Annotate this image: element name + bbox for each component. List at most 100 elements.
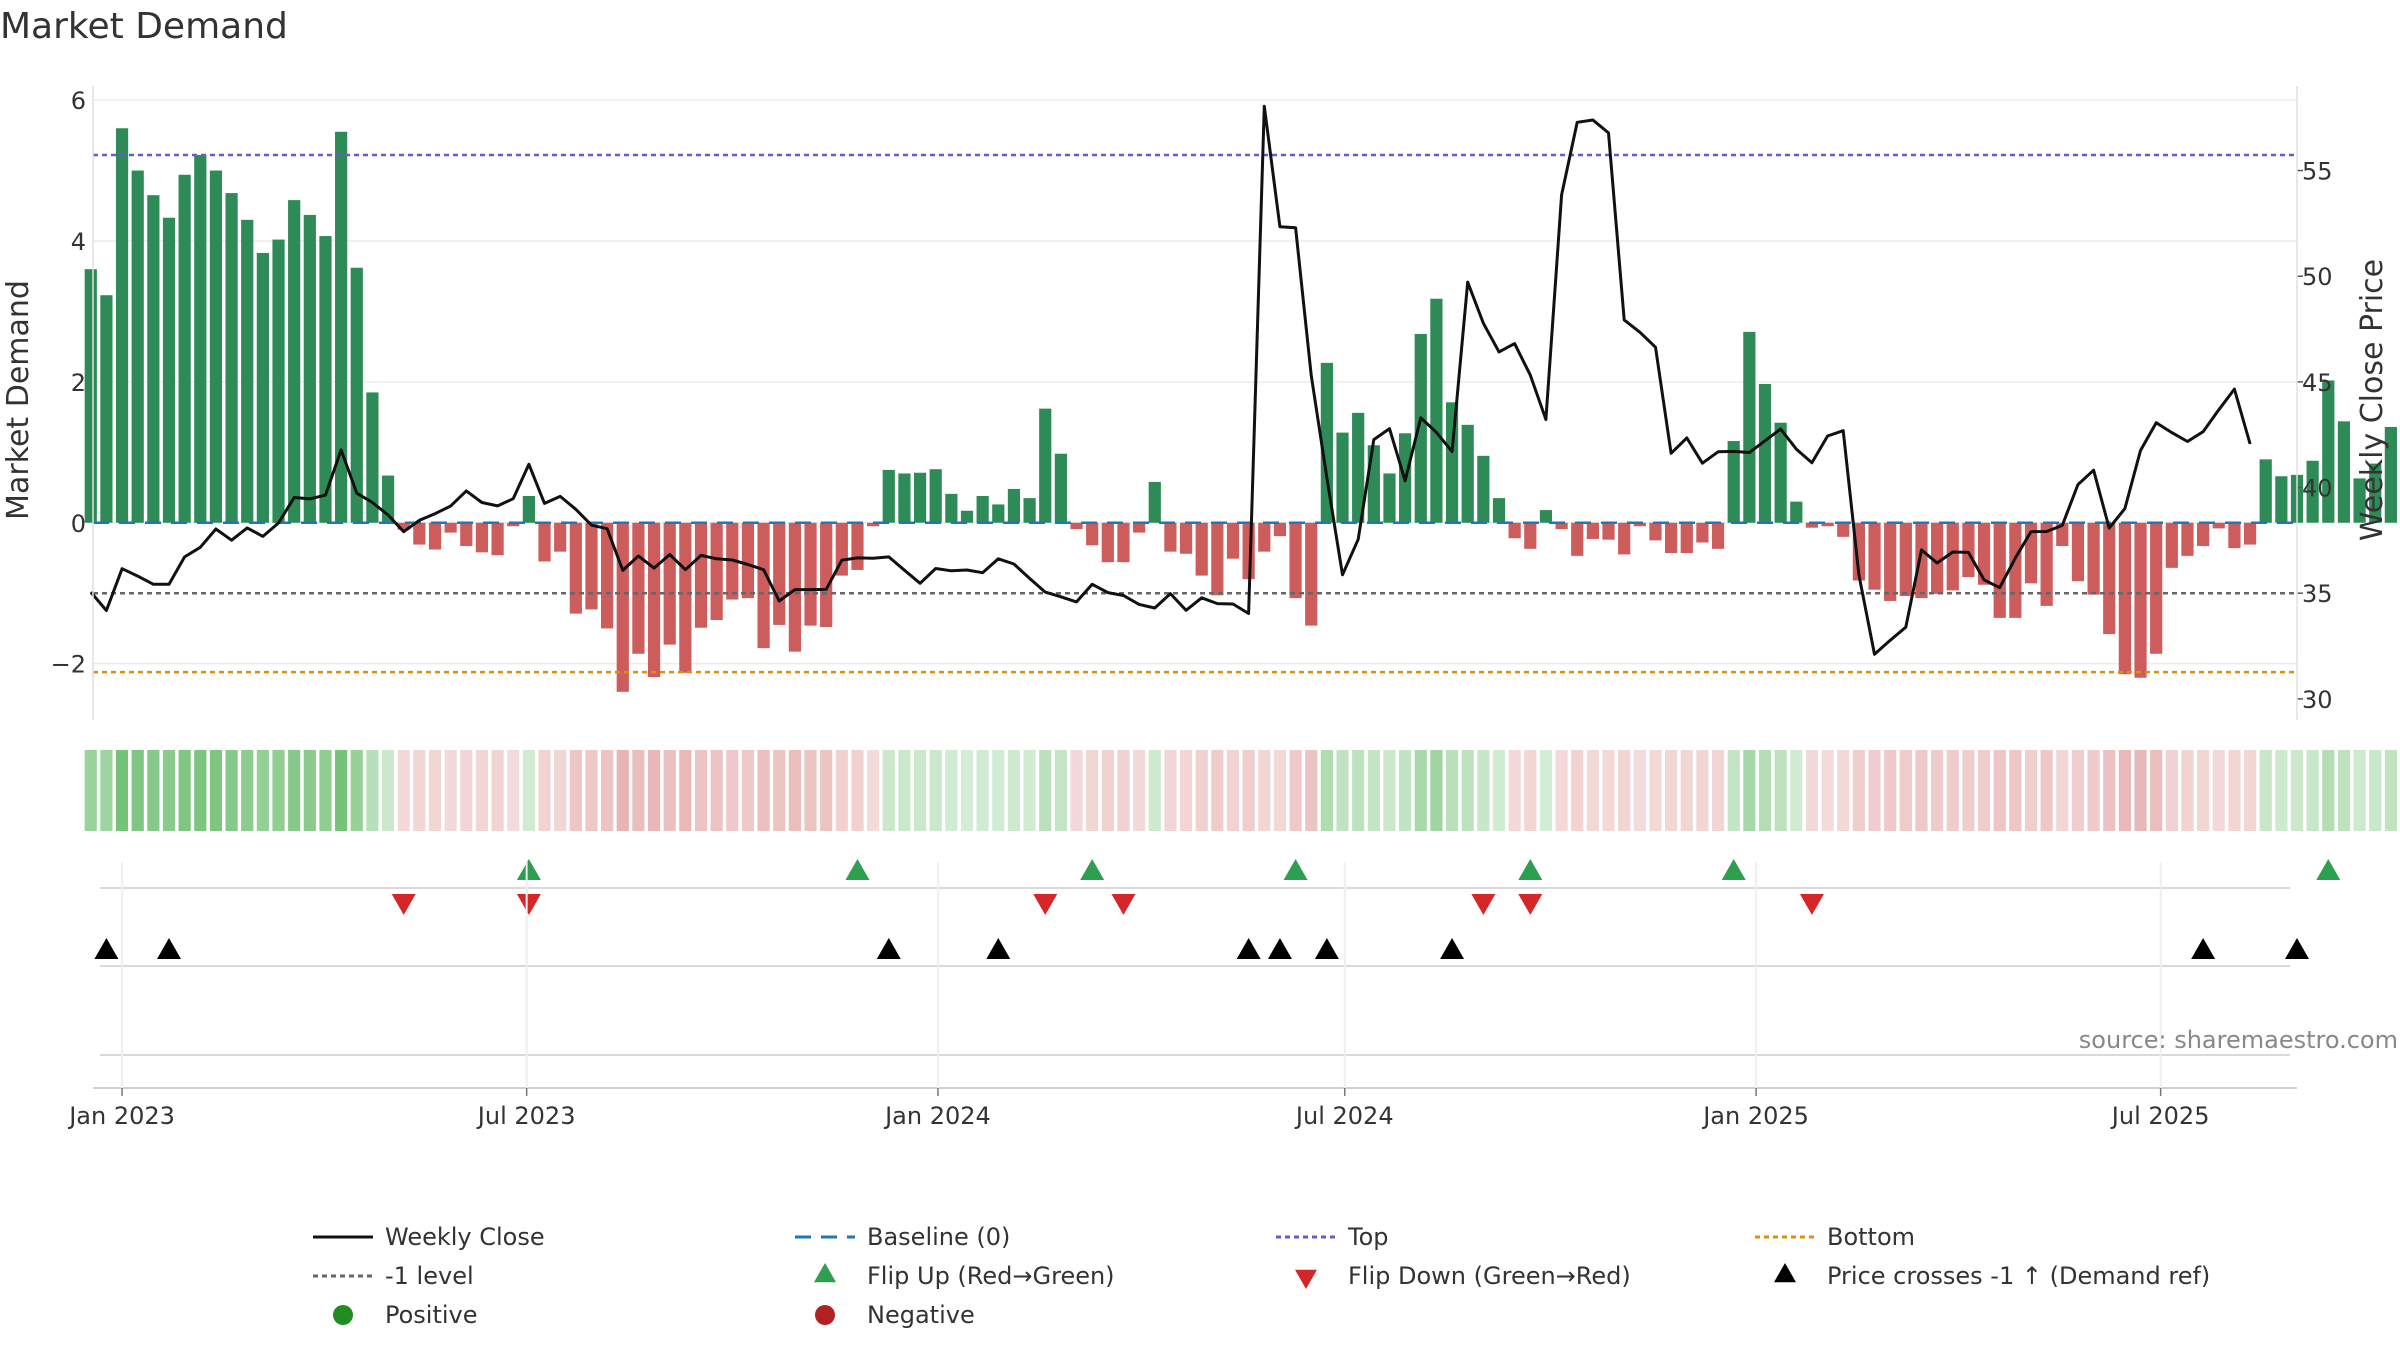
demand-bar [1101, 522, 1114, 563]
demand-bar [1633, 522, 1646, 527]
demand-bar [898, 473, 911, 523]
regime-cell [1273, 750, 1287, 831]
demand-bar [2040, 522, 2053, 606]
regime-cell [1555, 750, 1568, 831]
legend-label: Bottom [1827, 1223, 1915, 1251]
axes-layer: −2 0 2 4 6 30 35 40 45 50 55 [51, 86, 2333, 720]
regime-cell [726, 750, 739, 831]
regime-cell [1993, 750, 2006, 831]
y-tick-label: 4 [71, 228, 86, 256]
demand-bar [522, 495, 535, 523]
demand-bar [2071, 522, 2085, 582]
regime-cell [2165, 750, 2178, 831]
regime-cell [397, 750, 410, 831]
regime-cell [319, 750, 332, 831]
demand-bar [1915, 522, 1928, 599]
demand-bar [1962, 522, 1975, 577]
regime-cell [2103, 750, 2116, 831]
regime-cell [131, 750, 144, 831]
demand-bar [851, 522, 864, 570]
regime-strip [84, 750, 2397, 831]
demand-bar [2087, 522, 2100, 595]
regime-cell [2118, 750, 2131, 831]
regime-cell [1649, 750, 1662, 831]
regime-cell [1367, 750, 1380, 831]
regime-cell [335, 750, 348, 831]
price-cross-marker [2285, 938, 2309, 959]
regime-cell [1054, 750, 1067, 831]
regime-cell [538, 750, 551, 831]
regime-cell [491, 750, 504, 831]
regime-cell [1774, 750, 1787, 831]
regime-cell [225, 750, 238, 831]
regime-cell [1399, 750, 1412, 831]
legend: Weekly Close Baseline (0) Top Bottom -1 leve… [313, 1223, 2210, 1329]
regime-cell [2212, 750, 2225, 831]
y2-axis-label: Weekly Close Price [2355, 259, 2390, 541]
demand-bar [1117, 522, 1130, 563]
demand-bar [2056, 522, 2069, 547]
regime-cell [992, 750, 1005, 831]
legend-label: Negative [867, 1301, 975, 1329]
demand-bar [1555, 522, 1568, 530]
regime-cell [1915, 750, 1928, 831]
regime-cell [350, 750, 363, 831]
regime-cell [1805, 750, 1819, 831]
price-cross-marker [1267, 938, 1292, 959]
regime-cell [2353, 750, 2366, 831]
demand-bar [225, 193, 238, 523]
demand-bar [475, 522, 489, 553]
demand-bar [1711, 522, 1725, 549]
demand-bar [272, 239, 285, 523]
regime-cell [2337, 750, 2351, 831]
flip-up-marker [1518, 859, 1543, 880]
regime-cell [1320, 750, 1333, 831]
demand-bar [1571, 522, 1584, 556]
demand-bar [679, 522, 692, 673]
legend-item: -1 level [313, 1262, 474, 1290]
demand-bar [460, 522, 473, 547]
regime-cell [1790, 750, 1803, 831]
regime-cell [241, 750, 254, 831]
demand-bar [2369, 463, 2382, 523]
demand-bar [1148, 481, 1161, 523]
regime-cell [381, 750, 395, 831]
regime-cell [1445, 750, 1459, 831]
regime-cell [1492, 750, 1506, 831]
flip-down-marker [1518, 894, 1543, 915]
regime-cell [1352, 750, 1365, 831]
regime-cell [2322, 750, 2335, 831]
regime-cell [1461, 750, 1474, 831]
regime-cell [1539, 750, 1553, 831]
regime-cell [1524, 750, 1537, 831]
demand-bar [1133, 522, 1146, 533]
demand-bar [1993, 522, 2006, 618]
regime-cell [1430, 750, 1443, 831]
demand-bar [1931, 522, 1944, 594]
regime-cell [1007, 750, 1021, 831]
demand-bar [820, 522, 833, 628]
demand-bar [2103, 522, 2116, 635]
regime-cell [632, 750, 645, 831]
regime-cell [773, 750, 786, 831]
demand-bar [2165, 522, 2178, 568]
regime-cell [694, 750, 708, 831]
regime-cell [1602, 750, 1615, 831]
demand-bar [804, 522, 817, 626]
demand-bar [882, 469, 895, 523]
demand-bar [2134, 522, 2147, 678]
demand-bar [913, 472, 927, 523]
demand-bar [1164, 522, 1177, 552]
regime-cell [1414, 750, 1427, 831]
regime-cell [1962, 750, 1975, 831]
regime-cell [475, 750, 489, 831]
demand-bar [741, 522, 755, 599]
price-cross-marker [1236, 938, 1261, 959]
demand-bar [1039, 408, 1052, 523]
demand-bar [1320, 362, 1333, 523]
demand-bar [1211, 522, 1224, 596]
demand-bar [1680, 522, 1693, 554]
demand-bar [1946, 522, 1959, 591]
regime-cell [585, 750, 598, 831]
regime-cell [1931, 750, 1944, 831]
